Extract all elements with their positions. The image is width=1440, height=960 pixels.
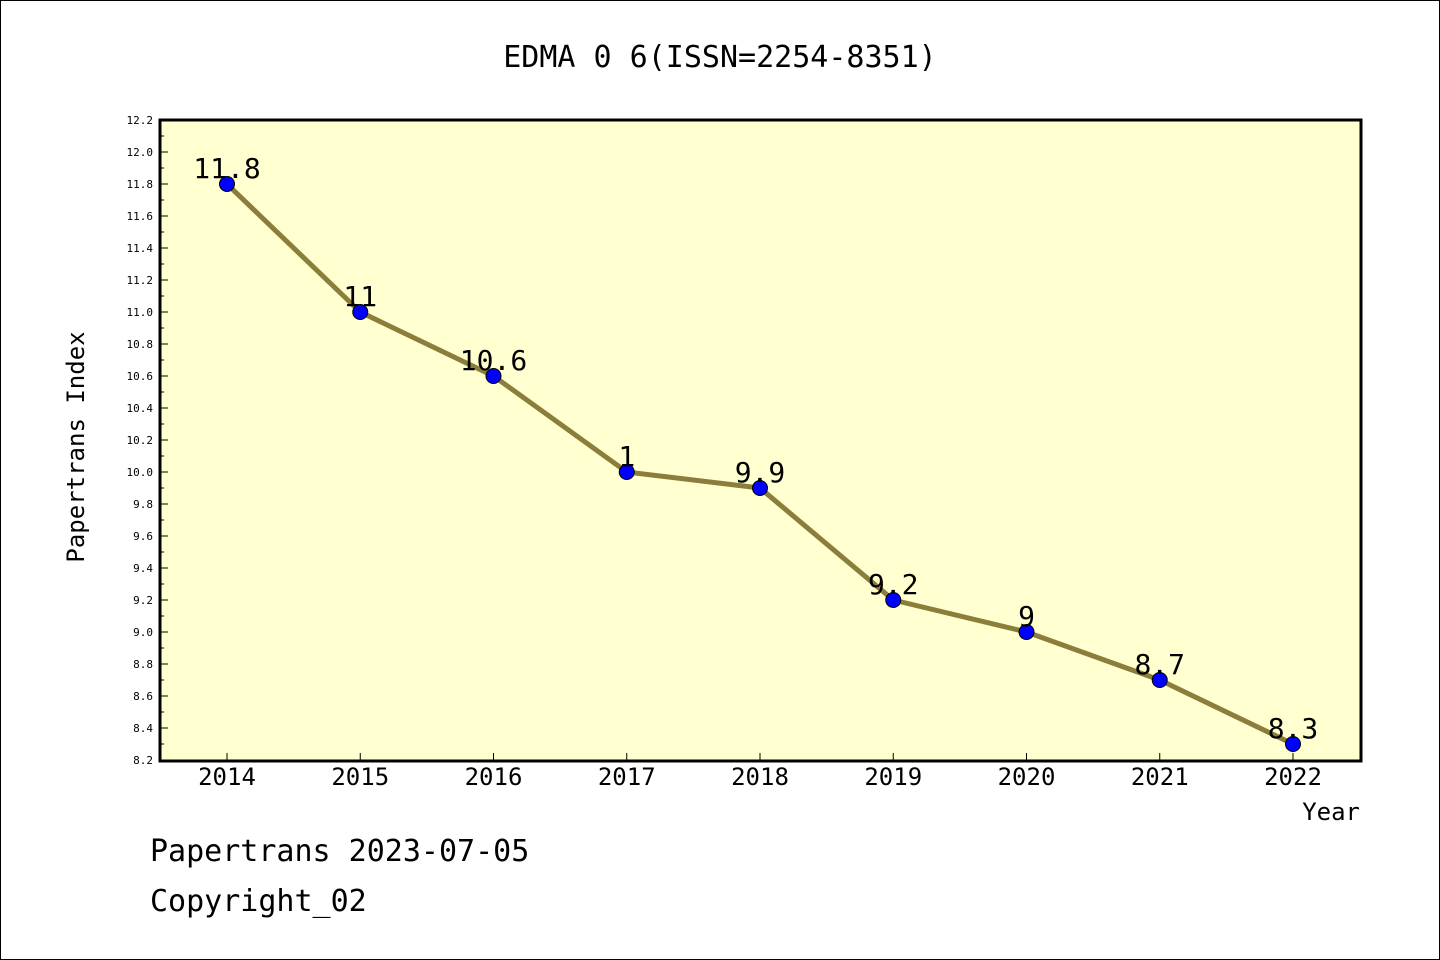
data-label: 11.8: [193, 152, 260, 185]
data-label: 8.7: [1134, 648, 1185, 681]
x-tick-label: 2017: [598, 763, 656, 791]
y-axis-label: Papertrans Index: [62, 331, 90, 562]
x-tick-label: 2020: [998, 763, 1056, 791]
y-tick-label: 9.8: [133, 498, 153, 511]
data-point: [1018, 624, 1035, 640]
x-tick-label: 2015: [331, 763, 389, 791]
data-labels: 11.8 11 10.6 1 9.9 9.2 9 8.7 8.3: [193, 152, 1318, 745]
x-tick-label: 2022: [1264, 763, 1322, 791]
x-axis-label: Year: [1302, 798, 1360, 826]
data-label: 10.6: [460, 344, 527, 377]
plot-area: [158, 118, 1363, 763]
data-point: [485, 368, 502, 384]
y-tick-label: 12.2: [127, 114, 154, 127]
x-tick-label: 2019: [864, 763, 922, 791]
x-axis-ticks: 2014 2015 2016 2017 2018 2019 2020 2021 2022: [198, 753, 1322, 791]
y-tick-label: 8.4: [133, 722, 153, 735]
data-point: [885, 592, 902, 608]
footer-copyright: Copyright_02: [150, 884, 367, 919]
y-tick-label: 11.8: [127, 178, 154, 191]
y-tick-label: 10.6: [127, 370, 154, 383]
y-tick-label: 12.0: [127, 146, 154, 159]
data-point: [352, 304, 369, 320]
data-label: 1: [618, 440, 635, 473]
x-tick-label: 2016: [465, 763, 523, 791]
y-tick-label: 9.2: [133, 594, 153, 607]
y-tick-label: 11.0: [127, 306, 154, 319]
x-tick-label: 2018: [731, 763, 789, 791]
y-tick-label: 9.0: [133, 626, 153, 639]
y-tick-label: 10.2: [127, 434, 154, 447]
y-tick-label: 11.6: [127, 210, 154, 223]
data-point: [1285, 736, 1301, 752]
data-label: 9.9: [735, 456, 786, 489]
footer-date: Papertrans 2023-07-05: [150, 834, 530, 869]
data-label: 9.2: [868, 568, 919, 601]
y-axis-ticks: 8.2 8.4 8.6 8.8 9.0 9.2 9.4 9.6 9.8 10.0 10.2 10.4 1…: [127, 114, 168, 767]
x-tick-label: 2014: [198, 763, 256, 791]
data-label: 8.3: [1268, 712, 1319, 745]
x-tick-label: 2021: [1131, 763, 1189, 791]
y-tick-label: 8.8: [133, 658, 153, 671]
y-tick-label: 8.2: [133, 754, 153, 767]
y-tick-label: 10.8: [127, 338, 154, 351]
y-tick-label: 11.4: [127, 242, 154, 255]
data-series: [219, 176, 1301, 752]
data-point: [1151, 672, 1168, 688]
y-tick-label: 8.6: [133, 690, 153, 703]
y-tick-label: 9.6: [133, 530, 153, 543]
data-point: [618, 464, 635, 480]
data-point: [219, 176, 235, 192]
data-point: [752, 480, 768, 496]
data-label: 9: [1018, 600, 1035, 633]
y-tick-label: 11.2: [127, 274, 154, 287]
data-label: 11: [343, 280, 377, 313]
chart-title: EDMA 0 6(ISSN=2254-8351): [503, 40, 936, 75]
y-tick-label: 9.4: [133, 562, 153, 575]
y-tick-label: 10.0: [127, 466, 154, 479]
y-tick-label: 10.4: [127, 402, 154, 415]
